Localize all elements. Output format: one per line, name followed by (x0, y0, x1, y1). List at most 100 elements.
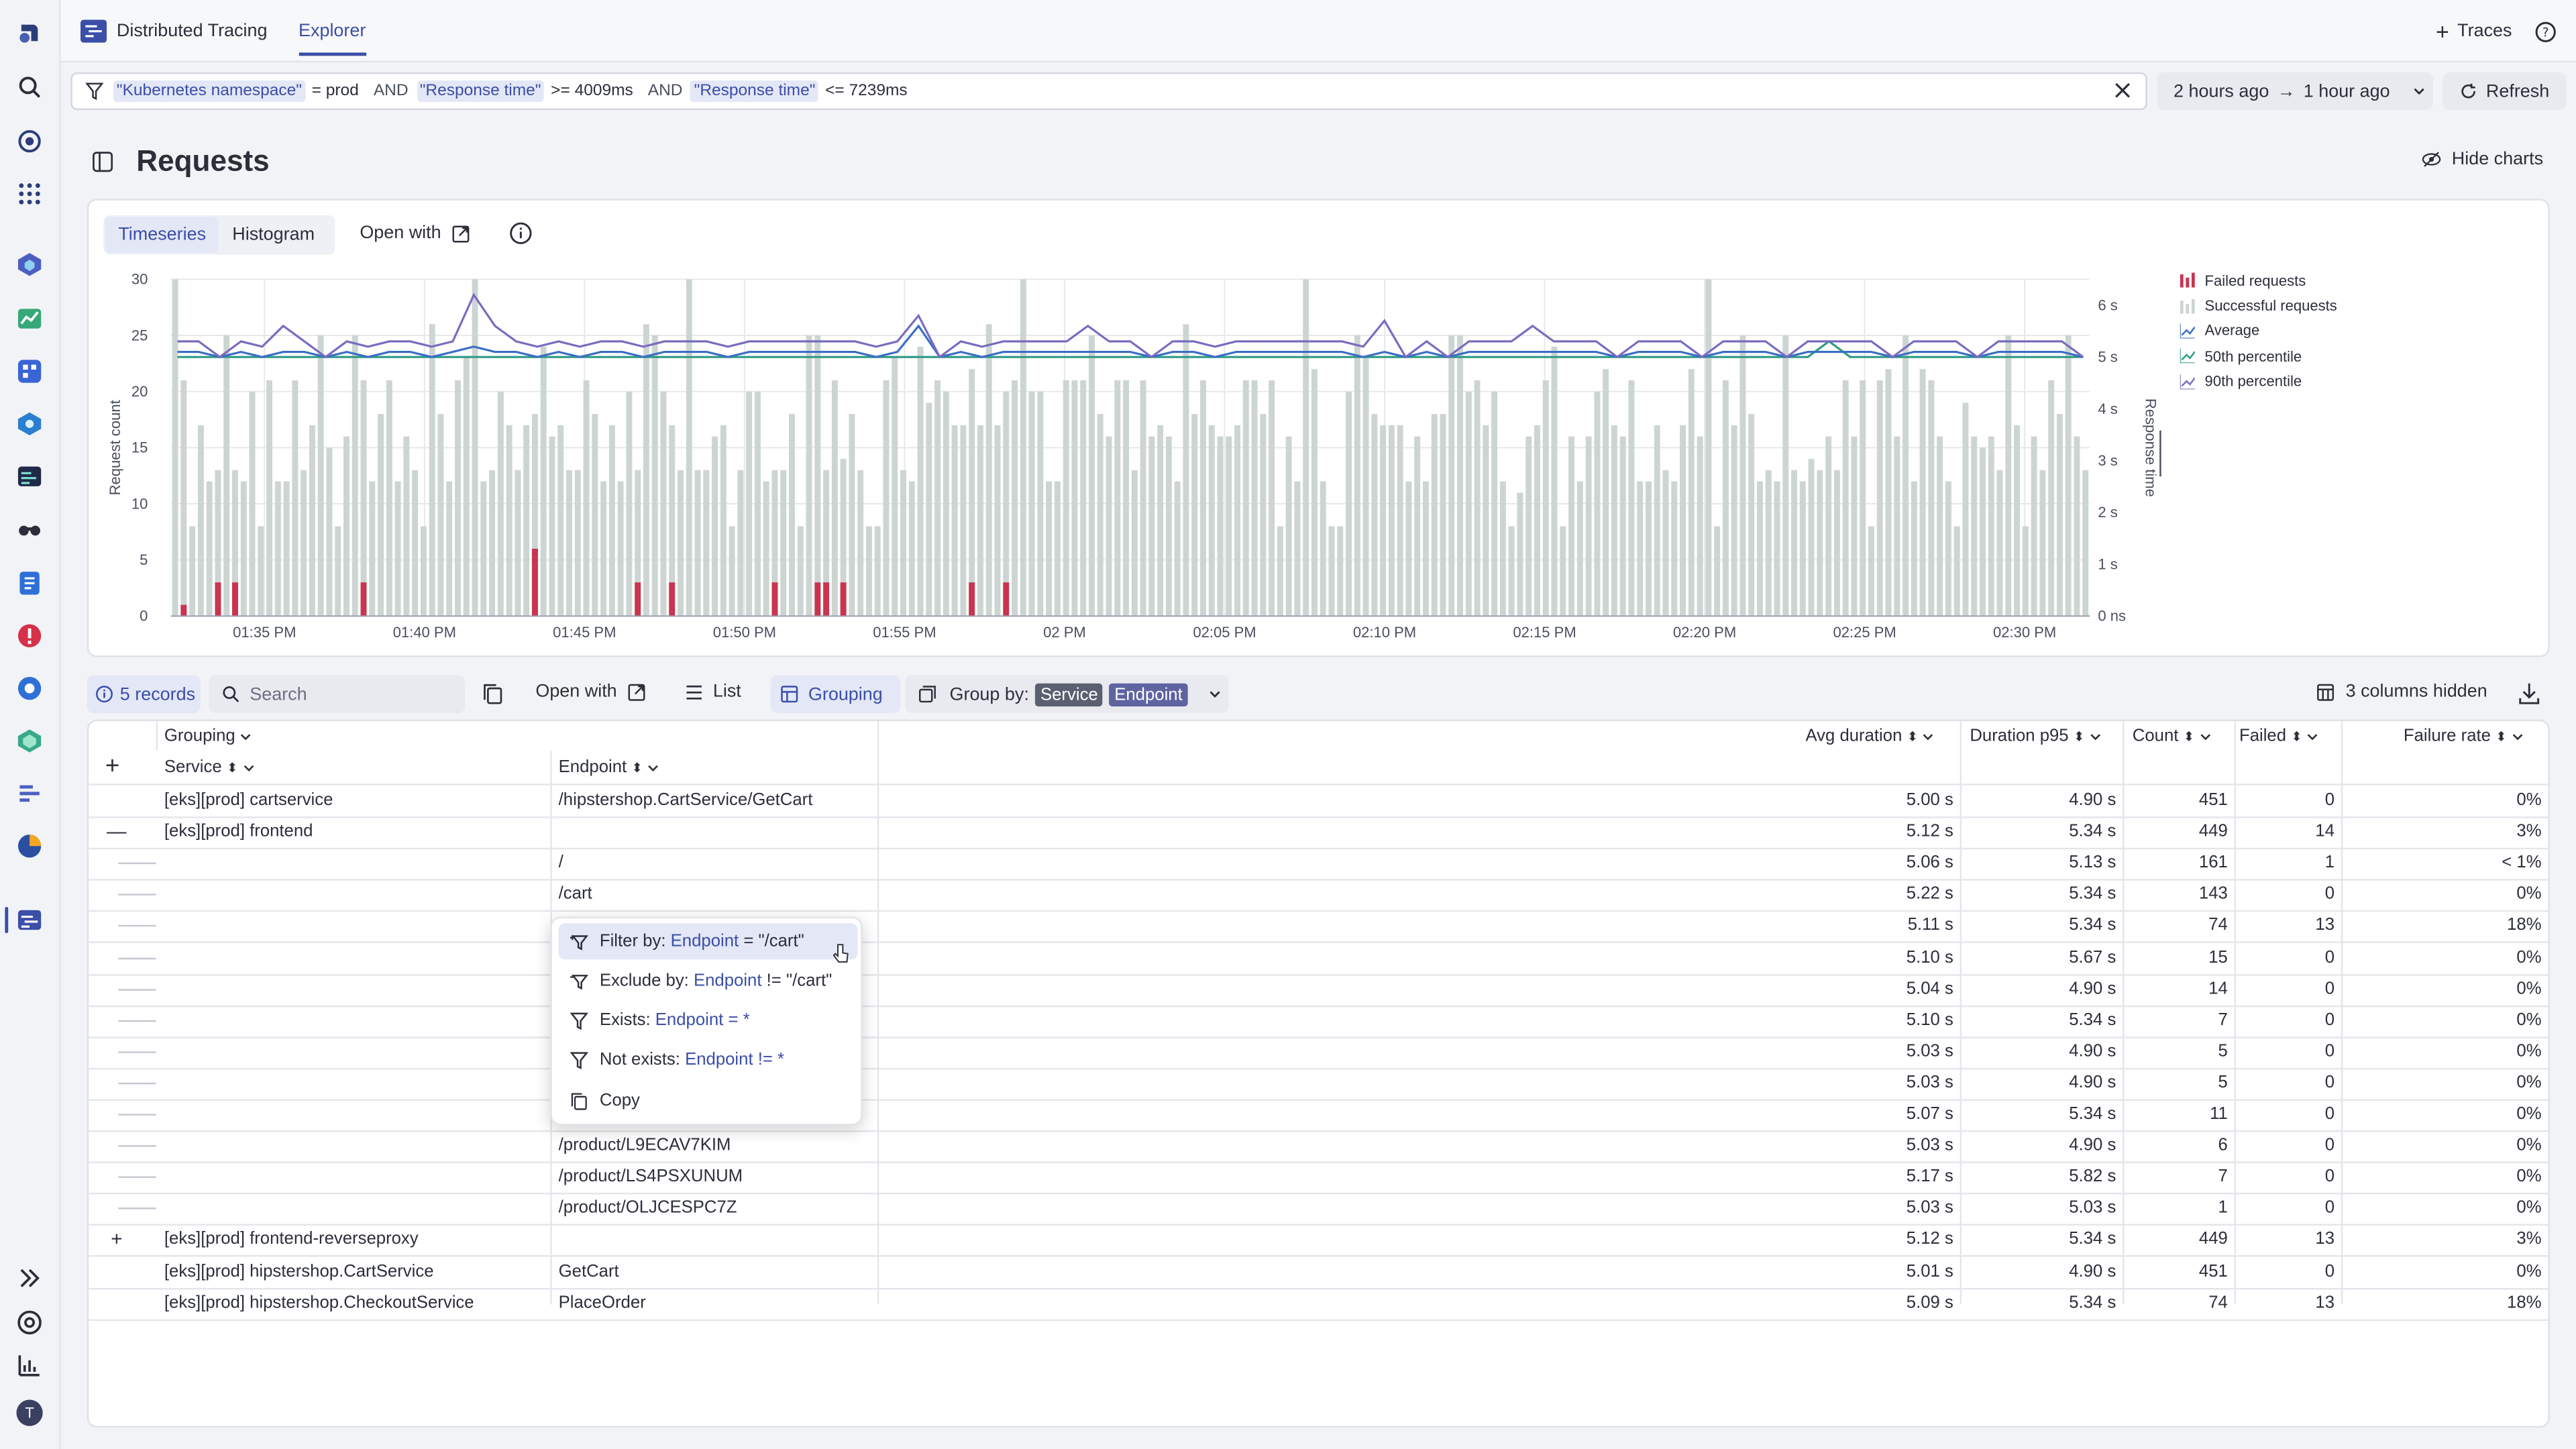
cell-failed[interactable]: 0 (2324, 947, 2335, 967)
table-row[interactable]: 5.03 s 4.90 s 5 0 0% (89, 1036, 2548, 1068)
cell-endpoint[interactable]: /cart (558, 884, 592, 904)
row-toggle-icon[interactable] (89, 1256, 144, 1287)
cell-failed[interactable]: 0 (2324, 1135, 2335, 1155)
table-row[interactable]: /product/OLJCESPC7Z 5.03 s 5.03 s 1 0 0% (89, 1193, 2548, 1225)
clear-filter-icon[interactable] (2112, 80, 2132, 100)
cell-service[interactable] (164, 879, 542, 911)
cell-avg-duration[interactable]: 5.03 s (1906, 1072, 1953, 1093)
legend-failed-requests[interactable]: Failed requests (2180, 268, 2337, 293)
cell-service[interactable] (164, 943, 542, 974)
cell-avg-duration[interactable]: 5.12 s (1906, 1229, 1953, 1250)
cell-duration-p95[interactable]: 5.82 s (2069, 1167, 2116, 1187)
cell-failure-rate[interactable]: 0% (2516, 1041, 2542, 1061)
table-open-with-button[interactable]: Open with (535, 682, 645, 702)
filter-token-namespace[interactable]: "Kubernetes namespace" (113, 80, 305, 102)
cell-count[interactable]: 449 (2198, 1229, 2228, 1250)
cell-failed[interactable]: 0 (2324, 790, 2335, 810)
legend-p90[interactable]: 90th percentile (2180, 369, 2337, 394)
refresh-button[interactable]: Refresh (2443, 72, 2567, 111)
dynatrace-logo-icon[interactable] (15, 18, 44, 48)
cell-failure-rate[interactable]: 0% (2516, 1010, 2542, 1030)
hide-charts-button[interactable]: Hide charts (2422, 150, 2543, 169)
cell-count[interactable]: 451 (2198, 790, 2228, 810)
cell-count[interactable]: 161 (2198, 853, 2228, 873)
security-app-icon[interactable] (15, 726, 44, 755)
help-support-icon[interactable] (15, 1307, 44, 1337)
menu-item-filter-by[interactable]: Filter by: Endpoint = "/cart" (558, 923, 858, 960)
cell-endpoint[interactable]: GetCart (558, 1260, 619, 1281)
hidden-columns-button[interactable]: 3 columns hidden (2316, 682, 2487, 702)
table-row[interactable]: /cart 5.22 s 5.34 s 143 0 0% (89, 879, 2548, 911)
cell-duration-p95[interactable]: 5.13 s (2069, 853, 2116, 873)
cell-duration-p95[interactable]: 5.34 s (2069, 1104, 2116, 1124)
cell-avg-duration[interactable]: 5.01 s (1906, 1260, 1953, 1281)
table-row[interactable]: [eks][prod] hipstershop.CheckoutService P… (89, 1287, 2548, 1319)
davis-ai-icon[interactable] (15, 127, 44, 156)
cell-endpoint[interactable]: / (558, 853, 564, 873)
row-toggle-icon[interactable]: — (107, 820, 127, 843)
cell-avg-duration[interactable]: 5.10 s (1906, 947, 1953, 967)
copy-icon[interactable] (483, 684, 502, 705)
cell-failure-rate[interactable]: 0% (2516, 1260, 2542, 1281)
cell-failed[interactable]: 0 (2324, 1198, 2335, 1218)
table-row[interactable]: / 5.06 s 5.13 s 161 1 < 1% (89, 848, 2548, 879)
cell-failure-rate[interactable]: 3% (2516, 1229, 2542, 1250)
menu-item-copy[interactable]: Copy (559, 1083, 858, 1119)
cell-duration-p95[interactable]: 4.90 s (2069, 1041, 2116, 1061)
cell-duration-p95[interactable]: 4.90 s (2069, 1072, 2116, 1093)
column-header-endpoint[interactable]: Endpoint ⬍ (559, 757, 659, 777)
cell-service[interactable] (164, 1130, 542, 1162)
cell-service[interactable]: [eks][prod] cartservice (164, 790, 333, 810)
cell-duration-p95[interactable]: 5.34 s (2069, 821, 2116, 842)
cell-duration-p95[interactable]: 4.90 s (2069, 1135, 2116, 1155)
timeframe-selector[interactable]: 2 hours ago → 1 hour ago (2157, 72, 2433, 111)
menu-item-exclude-by[interactable]: Exclude by: Endpoint != "/cart" (559, 963, 858, 999)
cell-service[interactable] (164, 1099, 542, 1130)
cell-duration-p95[interactable]: 5.34 s (2069, 1010, 2116, 1030)
cell-failed[interactable]: 0 (2324, 1072, 2335, 1093)
cell-failed[interactable]: 0 (2324, 1041, 2335, 1061)
workflows-app-icon[interactable] (15, 674, 44, 703)
user-avatar[interactable]: T (15, 1398, 44, 1428)
cell-avg-duration[interactable]: 5.17 s (1906, 1167, 1953, 1187)
services-app-icon[interactable] (15, 356, 44, 386)
cell-duration-p95[interactable]: 5.03 s (2069, 1198, 2116, 1218)
cell-count[interactable]: 7 (2218, 1010, 2228, 1030)
tab-timeseries[interactable]: Timeseries (105, 217, 219, 254)
cell-avg-duration[interactable]: 5.03 s (1906, 1135, 1953, 1155)
cell-failure-rate[interactable]: 0% (2516, 947, 2542, 967)
info-icon[interactable] (509, 222, 532, 245)
legend-successful-requests[interactable]: Successful requests (2180, 293, 2337, 319)
cell-avg-duration[interactable]: 5.11 s (1907, 916, 1953, 936)
table-row[interactable]: /product/L9ECAV7KIM 5.03 s 4.90 s 6 0 0% (89, 1130, 2548, 1162)
cell-service[interactable] (164, 1193, 542, 1225)
cell-avg-duration[interactable]: 5.00 s (1906, 790, 1953, 810)
group-chip-service[interactable]: Service (1035, 682, 1104, 706)
cell-endpoint[interactable]: /product/LS4PSXUNUM (558, 1167, 743, 1187)
cell-failed[interactable]: 0 (2324, 1010, 2335, 1030)
column-header-failed[interactable]: Failed ⬍ (2239, 726, 2318, 746)
menu-item-exists[interactable]: Exists: Endpoint = * (559, 1002, 858, 1038)
kubernetes-app-icon[interactable] (15, 409, 44, 439)
filter-token-response-max[interactable]: "Response time" (690, 80, 819, 102)
cell-count[interactable]: 5 (2218, 1041, 2228, 1061)
add-traces-button[interactable]: + Traces (2436, 19, 2512, 42)
problems-app-icon[interactable] (15, 621, 44, 651)
cell-duration-p95[interactable]: 4.90 s (2069, 790, 2116, 810)
tab-histogram[interactable]: Histogram (232, 225, 315, 245)
table-row[interactable]: — [eks][prod] frontend 5.12 s 5.34 s 449 14 3% (89, 816, 2548, 848)
cell-service[interactable] (164, 1036, 542, 1068)
cell-count[interactable]: 14 (2208, 978, 2228, 998)
cell-service[interactable] (164, 1005, 542, 1036)
cell-failed[interactable]: 0 (2324, 884, 2335, 904)
panel-toggle-icon[interactable] (92, 151, 113, 172)
ownership-app-icon[interactable] (15, 779, 44, 808)
cell-service[interactable]: [eks][prod] hipstershop.CartService (164, 1260, 434, 1281)
cell-duration-p95[interactable]: 5.34 s (2069, 884, 2116, 904)
cell-failure-rate[interactable]: 0% (2516, 884, 2542, 904)
legend-average[interactable]: Average (2180, 319, 2337, 344)
table-row[interactable]: 5.07 s 5.34 s 11 0 0% (89, 1099, 2548, 1130)
legend-p50[interactable]: 50th percentile (2180, 343, 2337, 369)
cell-failure-rate[interactable]: 18% (2507, 1292, 2542, 1312)
cell-avg-duration[interactable]: 5.04 s (1906, 978, 1953, 998)
